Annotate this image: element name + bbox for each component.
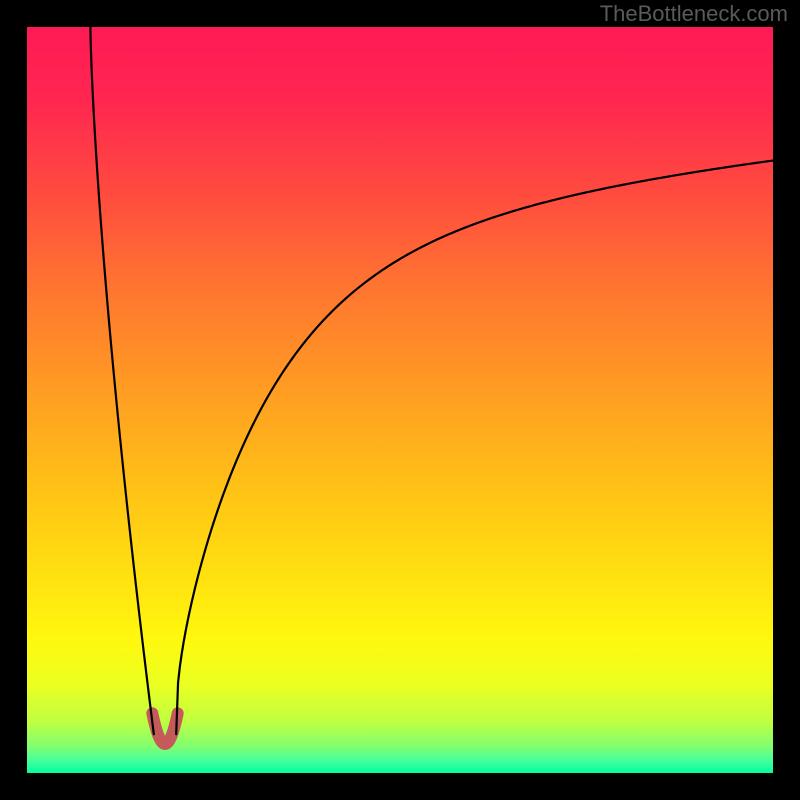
bottleneck-chart — [0, 0, 800, 800]
plot-area-gradient — [27, 27, 773, 773]
watermark-text: TheBottleneck.com — [600, 1, 788, 27]
chart-container: TheBottleneck.com — [0, 0, 800, 800]
